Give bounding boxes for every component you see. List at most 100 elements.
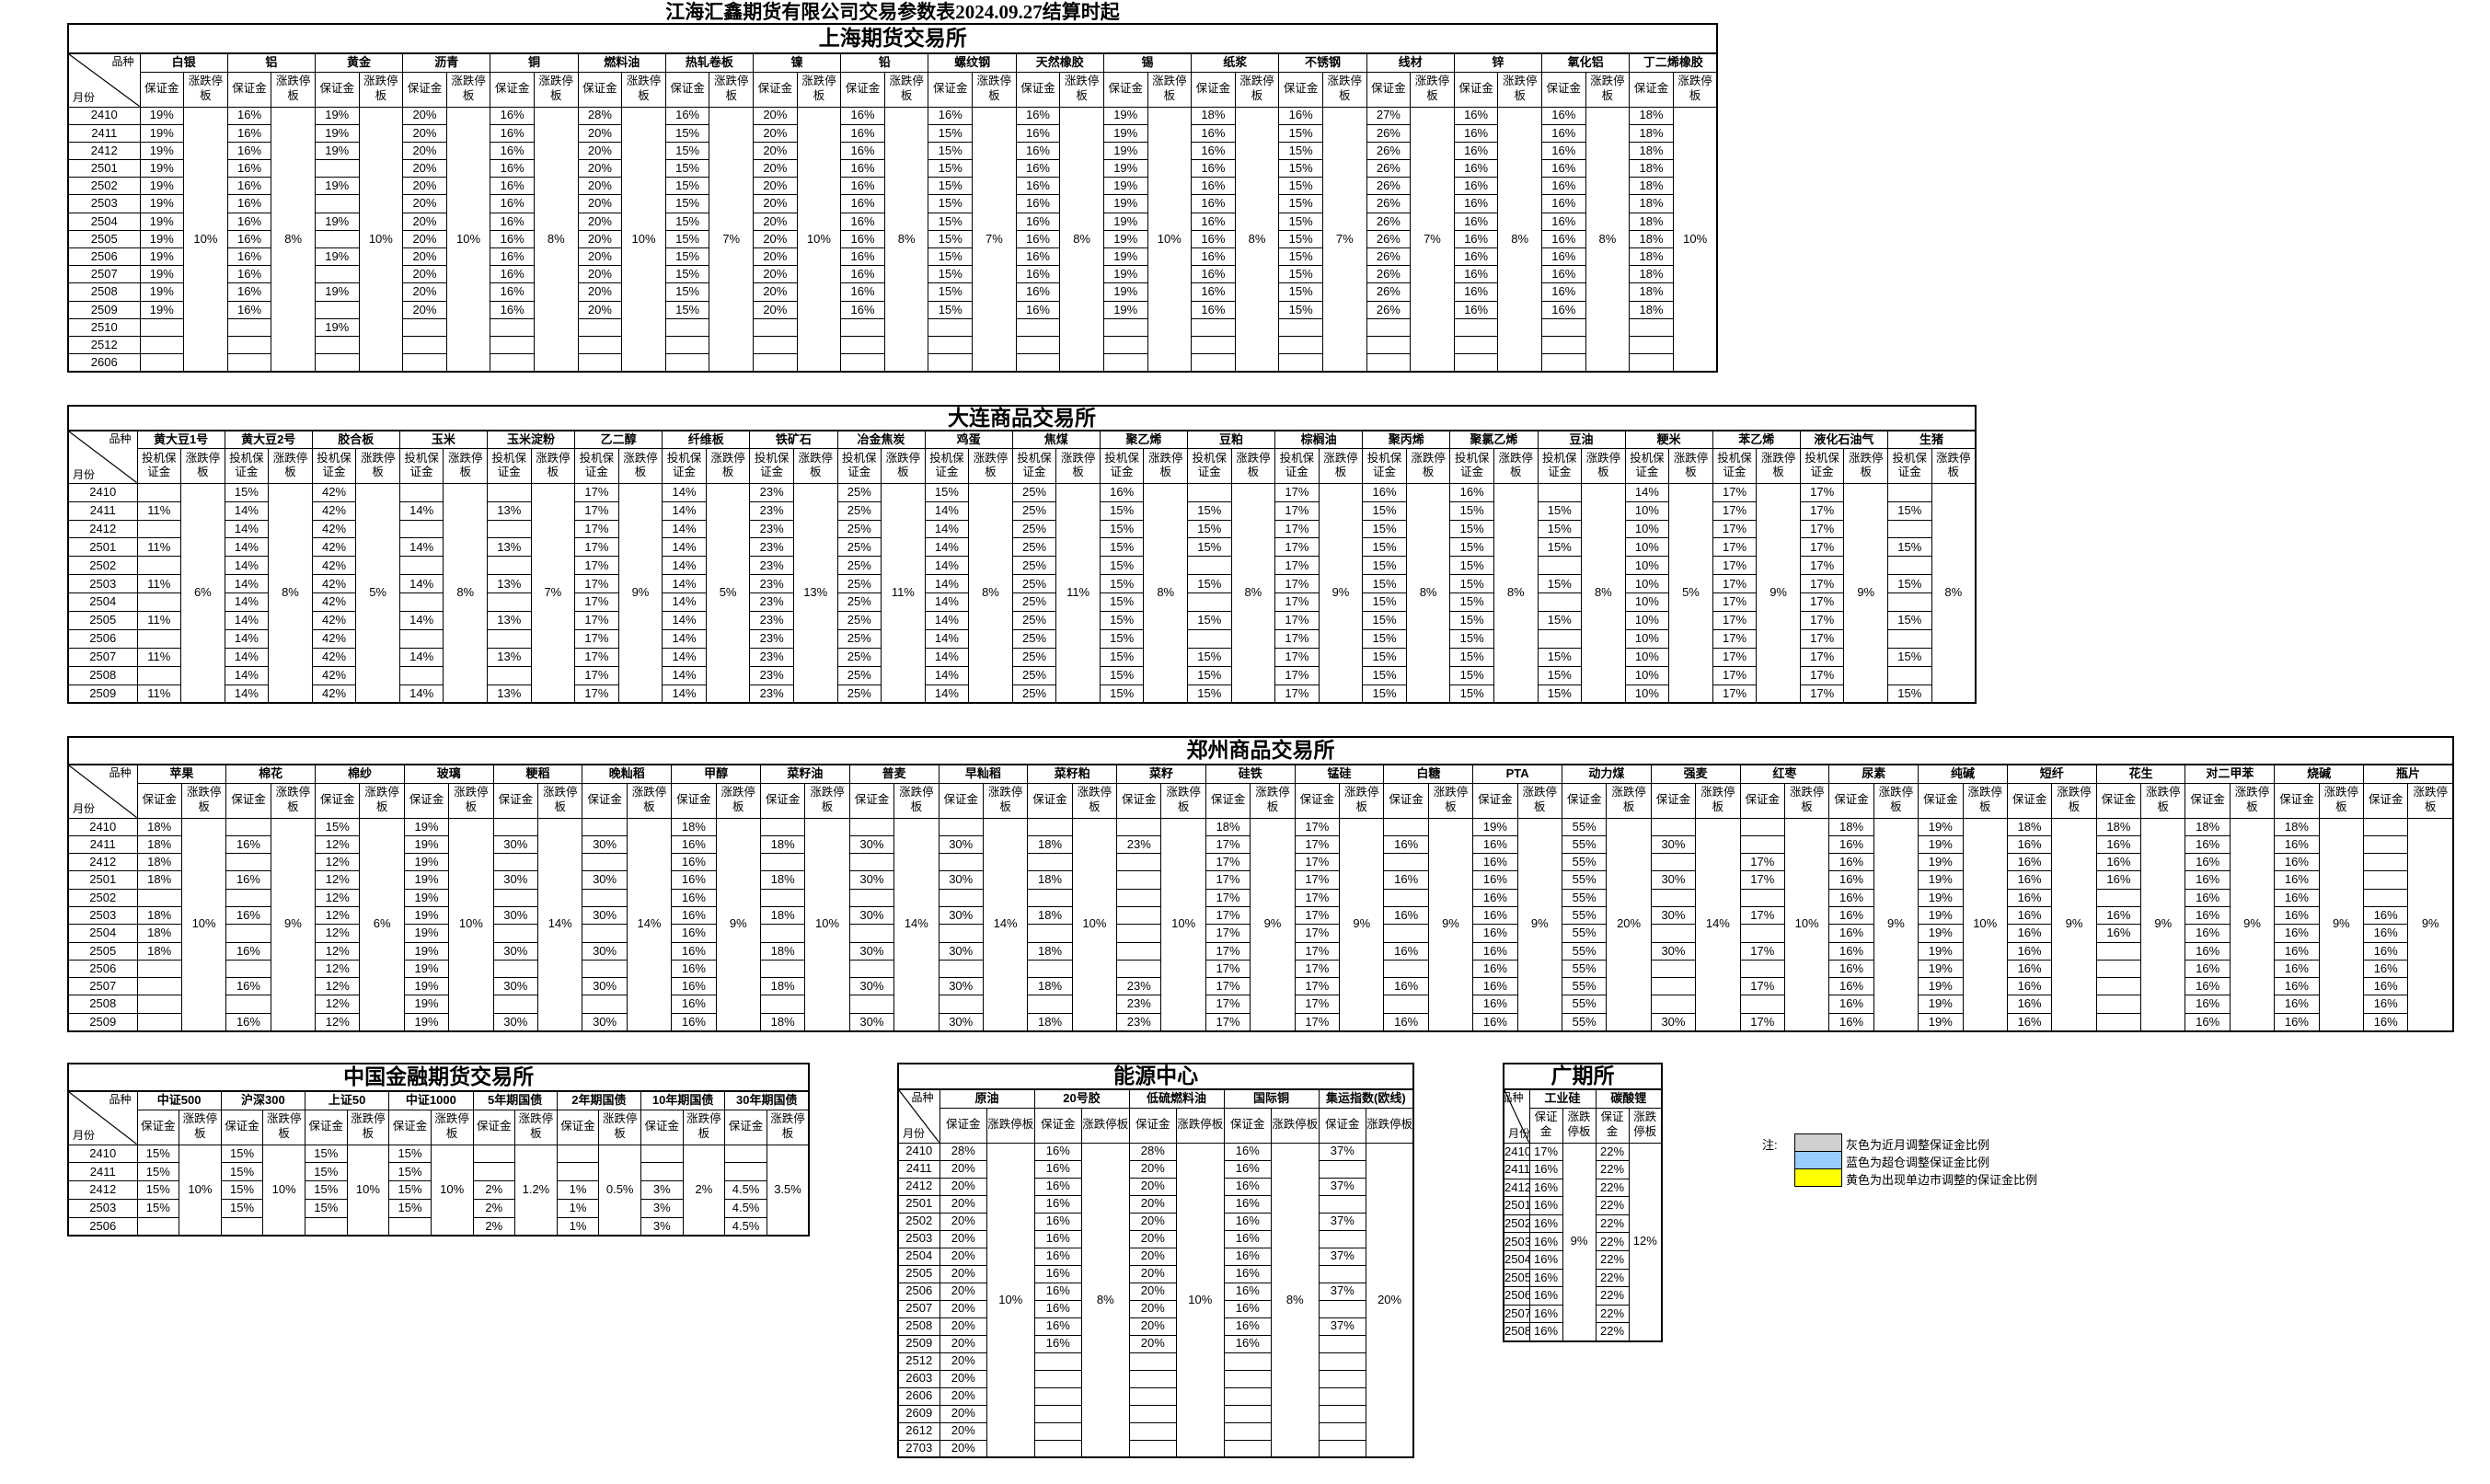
margin-cell: 16% <box>490 106 535 125</box>
margin-cell <box>492 888 539 907</box>
product-name: 螺纹钢 <box>928 52 1017 73</box>
margin-cell: 12% <box>315 1012 361 1032</box>
margin-cell: 30% <box>938 870 984 890</box>
margin-cell: 16% <box>1472 924 1518 943</box>
margin-cell: 16% <box>1033 1212 1082 1231</box>
margin-cell: 16% <box>1453 106 1499 125</box>
month-cell: 2410 <box>1503 1142 1530 1162</box>
margin-cell: 20% <box>939 1194 987 1214</box>
limit-header: 涨跌停板 <box>1059 71 1104 108</box>
margin-cell <box>664 335 710 355</box>
margin-cell: 15% <box>1362 537 1407 558</box>
product-name: 20号胶 <box>1033 1088 1130 1109</box>
margin-header: 保证金 <box>388 1109 432 1145</box>
margin-cell: 16% <box>2006 959 2053 979</box>
margin-cell: 20% <box>1128 1177 1177 1196</box>
month-cell: 2410 <box>67 482 138 502</box>
margin-cell: 16% <box>1472 1012 1518 1032</box>
margin-cell <box>1278 317 1323 337</box>
margin-cell: 19% <box>314 282 360 302</box>
product-name: 5年期国债 <box>472 1090 558 1110</box>
limit-cell: 7% <box>709 106 755 373</box>
margin-cell: 19% <box>403 1012 450 1032</box>
corner-month-label: 月份 <box>903 1127 926 1141</box>
margin-cell: 12% <box>315 853 361 872</box>
margin-cell: 16% <box>1541 177 1586 196</box>
product-name: 苹果 <box>136 764 227 784</box>
margin-cell <box>398 628 444 649</box>
margin-cell: 12% <box>315 905 361 926</box>
limit-header: 涨跌停板 <box>355 447 400 484</box>
margin-cell: 15% <box>220 1144 264 1164</box>
product-name: 铁矿石 <box>749 430 838 449</box>
table-row: 2410 17% 9% 22% 12% <box>1503 1142 1663 1342</box>
margin-header: 保证金 <box>472 1109 516 1145</box>
margin-cell: 19% <box>1918 888 1964 907</box>
margin-cell: 16% <box>226 106 272 125</box>
table-row: 2508 12% 19% 16% 23% 17% 17% 16% 55% 16% 19% 16% 16%… <box>67 995 2453 1014</box>
limit-header: 涨跌停板 <box>430 1109 474 1145</box>
limit-cell: 9% <box>1516 817 1563 1032</box>
table-row: 2412 16% 22% <box>1503 1178 1662 1198</box>
margin-cell: 16% <box>1191 300 1236 319</box>
exchange-title: 广期所 <box>1503 1063 1663 1090</box>
table-row: 2508 20% 16% 20% 16% 37% <box>897 1317 1413 1336</box>
table-row: 2506 20% 16% 20% 16% 37% <box>897 1282 1413 1301</box>
margin-cell: 30% <box>1650 941 1697 961</box>
limit-cell: 10% <box>804 817 850 1032</box>
margin-cell: 15% <box>1187 665 1232 685</box>
margin-cell <box>582 959 628 979</box>
margin-cell: 18% <box>2185 817 2231 836</box>
margin-cell: 16% <box>1472 905 1518 926</box>
legend-item-yellow: 黄色为出现单边市调整的保证金比例 <box>1794 1168 2162 1187</box>
limit-cell: 7% <box>530 482 576 704</box>
margin-cell <box>1629 353 1674 373</box>
month-cell: 2412 <box>67 1180 138 1200</box>
margin-cell <box>388 1216 432 1237</box>
margin-cell <box>225 959 271 979</box>
margin-cell: 16% <box>671 924 717 943</box>
month-cell: 2410 <box>897 1142 940 1161</box>
margin-cell <box>1739 924 1785 943</box>
margin-cell <box>492 817 539 836</box>
margin-cell: 17% <box>1712 519 1758 539</box>
margin-cell: 26% <box>1366 177 1412 196</box>
margin-cell: 25% <box>836 500 882 521</box>
margin-cell: 16% <box>2274 959 2320 979</box>
margin-cell: 17% <box>1799 500 1845 521</box>
margin-cell <box>938 853 984 872</box>
margin-cell <box>1318 1334 1366 1353</box>
corner-product-label: 品种 <box>911 1091 934 1104</box>
margin-cell: 14% <box>924 592 970 613</box>
margin-cell: 16% <box>2006 924 2053 943</box>
margin-cell: 28% <box>1128 1142 1177 1161</box>
margin-cell: 15% <box>1449 611 1494 630</box>
margin-header: 保证金 <box>2363 782 2409 819</box>
month-cell: 2507 <box>67 647 138 667</box>
header-corner: 品种月份 <box>67 430 138 484</box>
margin-cell: 17% <box>1294 853 1341 872</box>
margin-cell: 42% <box>311 665 357 685</box>
month-cell: 2505 <box>67 611 138 630</box>
month-cell: 2504 <box>67 592 138 613</box>
margin-cell: 17% <box>1739 905 1785 926</box>
margin-cell: 17% <box>1712 556 1758 576</box>
product-name: 粳米 <box>1624 430 1713 449</box>
legend-swatch-blue <box>1794 1151 1842 1169</box>
corner-product-label: 品种 <box>1504 1091 1524 1104</box>
margin-cell: 16% <box>1015 194 1061 213</box>
limit-header: 涨跌停板 <box>1585 71 1631 108</box>
margin-cell: 19% <box>314 317 360 337</box>
diagonal-line <box>69 54 140 107</box>
margin-cell <box>1027 924 1073 943</box>
margin-cell: 16% <box>671 977 717 996</box>
limit-cell: 9% <box>1318 482 1364 704</box>
margin-cell: 16% <box>840 300 885 319</box>
margin-cell: 17% <box>574 647 619 667</box>
margin-cell: 20% <box>753 247 798 267</box>
margin-cell: 26% <box>1366 159 1412 178</box>
margin-cell: 14% <box>662 684 707 704</box>
limit-header: 涨跌停板 <box>1405 447 1451 484</box>
margin-cell: 15% <box>1537 647 1583 667</box>
margin-cell <box>490 353 535 373</box>
